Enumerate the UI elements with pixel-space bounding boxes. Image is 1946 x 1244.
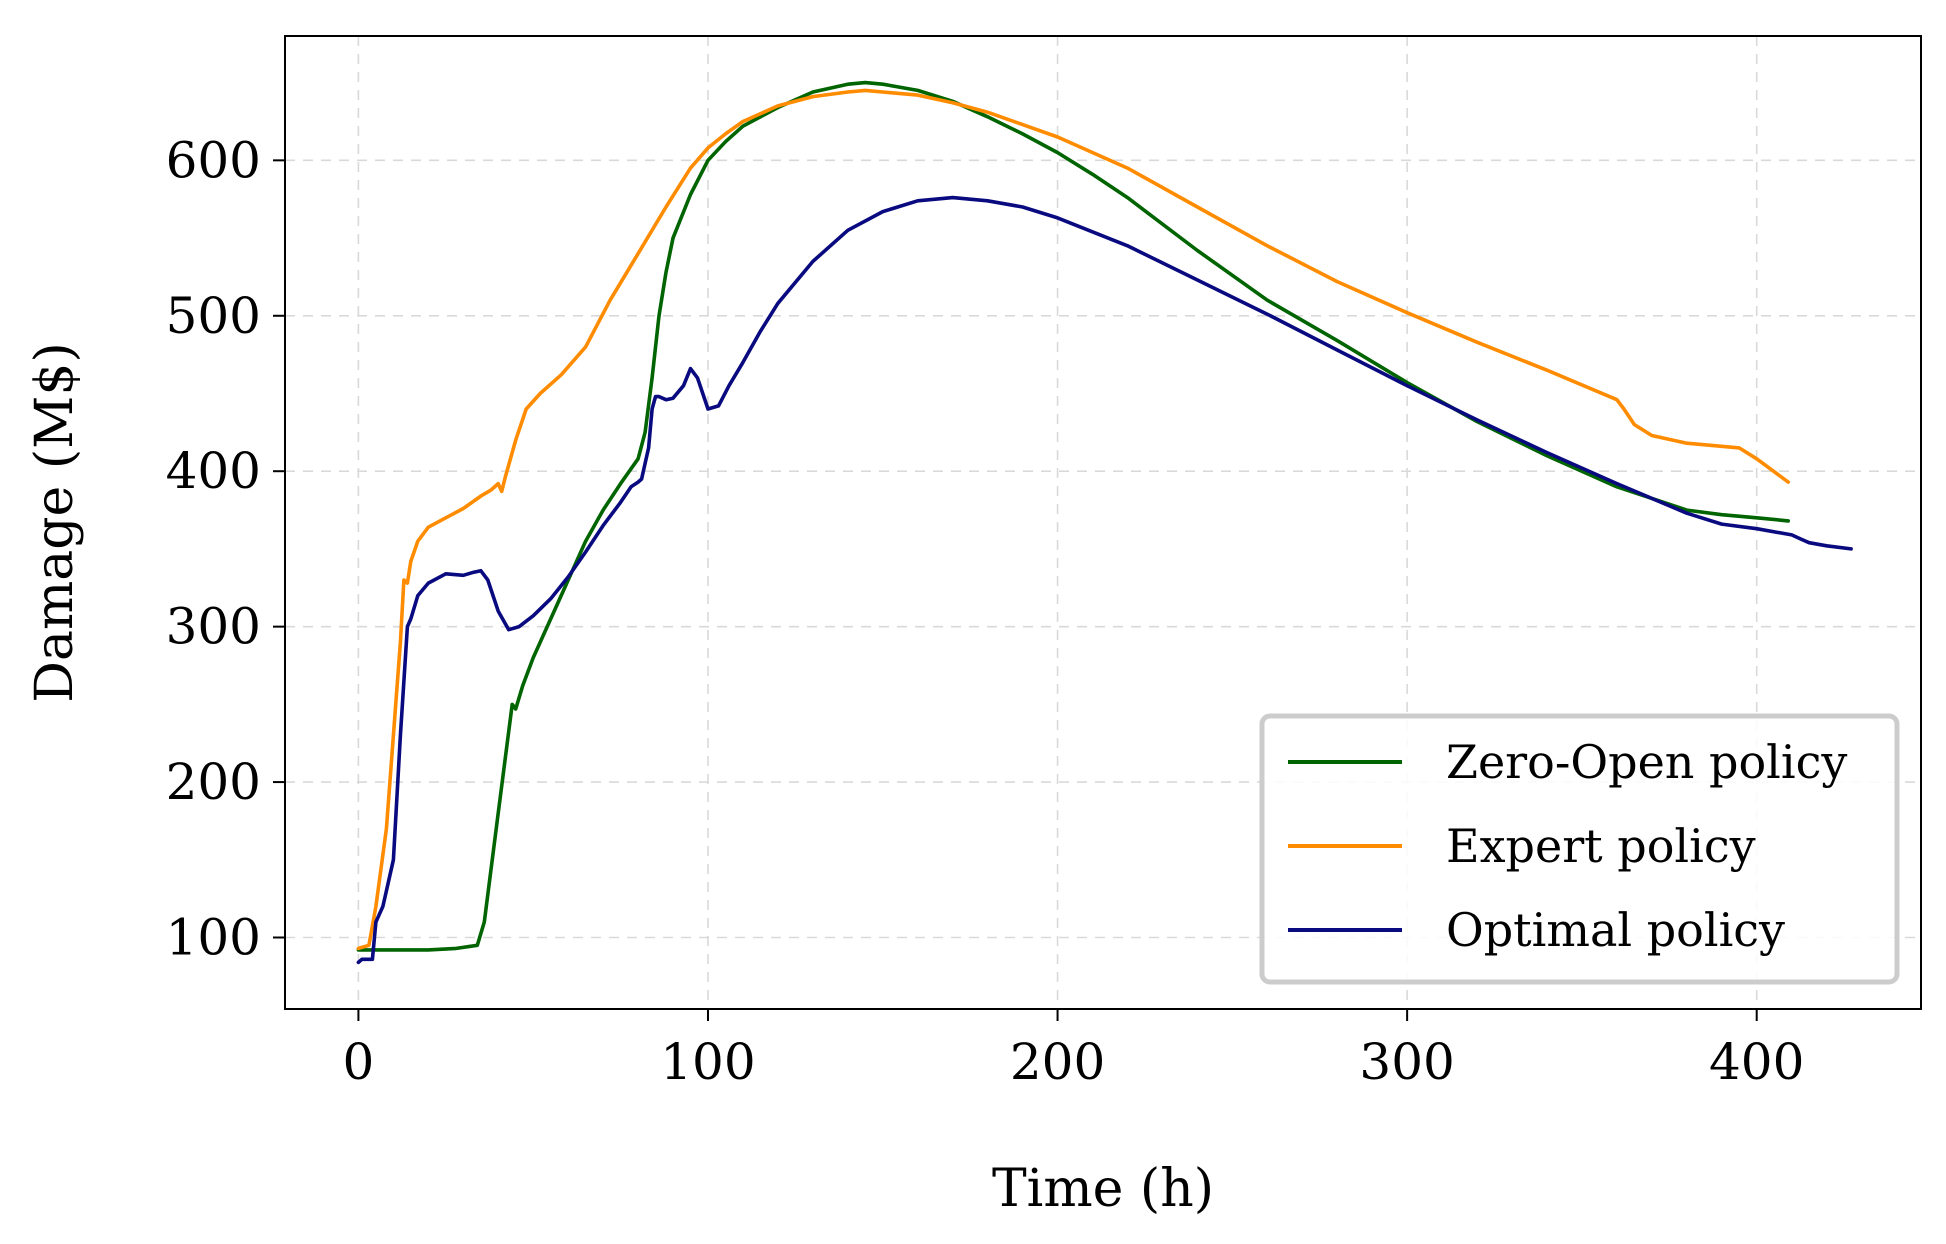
series-layer	[356, 80, 1853, 965]
y-axis-title: Damage (M$)	[25, 342, 85, 703]
x-tick-label: 400	[1709, 1033, 1804, 1091]
x-tick-label: 100	[660, 1033, 755, 1091]
y-tick-label: 300	[166, 598, 261, 656]
axis-ticks	[273, 159, 1758, 1021]
legend-label: Zero-Open policy	[1446, 735, 1847, 789]
legend-label: Optimal policy	[1446, 903, 1785, 957]
y-tick-label: 100	[166, 909, 261, 967]
x-tick-label: 200	[1010, 1033, 1105, 1091]
y-tick-label: 400	[166, 442, 261, 500]
axis-tick-labels: 0 100 200 300 400 100 200 300 400 500 600	[166, 131, 1805, 1091]
plot-frame	[284, 35, 1922, 1010]
y-tick-label: 200	[166, 753, 261, 811]
legend-entries: Zero-Open policy Expert policy Optimal pol…	[1288, 735, 1847, 957]
legend-label: Expert policy	[1446, 819, 1756, 873]
legend-box	[1259, 713, 1900, 985]
series-line-expert-policy	[356, 88, 1790, 951]
series-line-optimal-policy	[356, 195, 1853, 965]
legend: Zero-Open policy Expert policy Optimal pol…	[1259, 713, 1900, 985]
x-tick-label: 0	[343, 1033, 375, 1091]
x-axis-title: Time (h)	[992, 1159, 1214, 1219]
series-line-zero-open-policy	[356, 80, 1790, 952]
legend-entry-zero-open-policy: Zero-Open policy	[1288, 735, 1847, 789]
legend-entry-expert-policy: Expert policy	[1288, 819, 1756, 873]
y-tick-label: 500	[166, 287, 261, 345]
grid	[285, 36, 1921, 1009]
legend-entry-optimal-policy: Optimal policy	[1288, 903, 1785, 957]
y-tick-label: 600	[166, 131, 261, 189]
x-tick-label: 300	[1359, 1033, 1454, 1091]
